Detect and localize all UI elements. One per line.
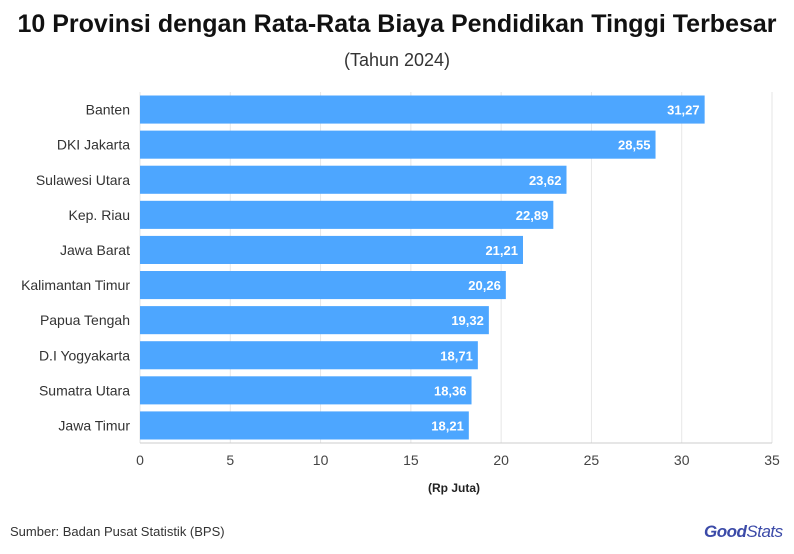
x-tick-label-15: 15 <box>403 452 419 468</box>
bar-3 <box>140 200 554 229</box>
brand-stats: Stats <box>746 522 783 541</box>
brand-good: Good <box>704 522 747 541</box>
bar-0 <box>140 95 705 124</box>
value-label-0: 31,27 <box>667 103 700 118</box>
bar-5 <box>140 271 506 300</box>
value-label-9: 18,21 <box>431 418 464 433</box>
bar-6 <box>140 306 489 335</box>
category-label-5: Kalimantan Timur <box>21 277 130 293</box>
x-tick-label-25: 25 <box>584 452 600 468</box>
value-label-1: 28,55 <box>618 138 651 153</box>
bar-2 <box>140 165 567 194</box>
bar-9 <box>140 411 469 440</box>
value-label-2: 23,62 <box>529 173 562 188</box>
goodstats-logo: GoodStats <box>704 522 783 542</box>
chart-title: 10 Provinsi dengan Rata-Rata Biaya Pendi… <box>17 10 777 38</box>
value-label-3: 22,89 <box>516 208 549 223</box>
value-label-8: 18,36 <box>434 383 467 398</box>
x-tick-label-10: 10 <box>313 452 329 468</box>
x-axis-title: (Rp Juta) <box>428 481 480 495</box>
x-tick-label-5: 5 <box>226 452 234 468</box>
value-label-6: 19,32 <box>451 313 484 328</box>
category-label-7: D.I Yogyakarta <box>39 347 130 363</box>
category-label-0: Banten <box>86 102 130 118</box>
category-label-2: Sulawesi Utara <box>36 172 130 188</box>
x-tick-label-20: 20 <box>493 452 509 468</box>
chart-subtitle: (Tahun 2024) <box>343 50 451 70</box>
category-label-3: Kep. Riau <box>69 207 130 223</box>
bar-1 <box>140 130 656 159</box>
bar-7 <box>140 341 478 370</box>
bar-8 <box>140 376 472 405</box>
category-label-6: Papua Tengah <box>40 312 130 328</box>
source-note: Sumber: Badan Pusat Statistik (BPS) <box>10 524 225 539</box>
value-label-5: 20,26 <box>468 278 501 293</box>
x-tick-label-30: 30 <box>674 452 690 468</box>
category-label-9: Jawa Timur <box>58 417 130 433</box>
x-tick-label-35: 35 <box>764 452 780 468</box>
bar-4 <box>140 235 523 264</box>
category-label-4: Jawa Barat <box>60 242 130 258</box>
value-label-4: 21,21 <box>485 243 518 258</box>
x-tick-label-0: 0 <box>136 452 144 468</box>
category-label-1: DKI Jakarta <box>57 137 130 153</box>
value-label-7: 18,71 <box>440 348 473 363</box>
category-label-8: Sumatra Utara <box>39 382 130 398</box>
